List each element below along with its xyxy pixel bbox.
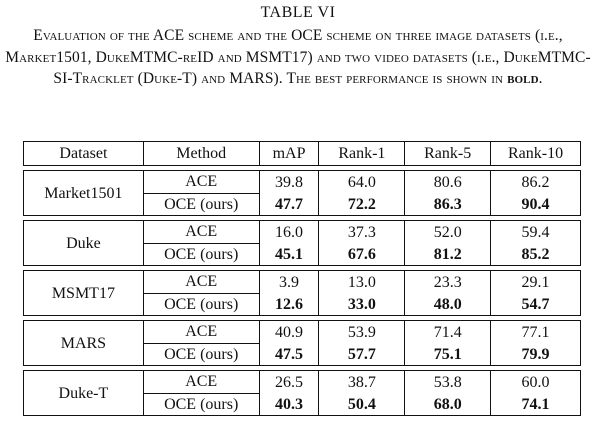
header-rank10: Rank-10	[490, 141, 581, 166]
table-row-msmt17-oce: OCE (ours) 12.6 33.0 48.0 54.7	[24, 292, 581, 316]
rank10-cell-best: 85.2	[490, 243, 581, 266]
header-dataset: Dataset	[23, 141, 144, 166]
table-row-msmt17-ace: MSMT17 ACE 3.9 13.0 23.3 29.1	[23, 270, 581, 316]
map-cell-best: 40.3	[258, 393, 320, 416]
table-row-duke-ace: Duke ACE 16.0 37.3 52.0 59.4	[23, 220, 581, 266]
results-table: Dataset Method mAP Rank-1 Rank-5 Rank-10…	[23, 141, 581, 416]
table-row-market1501-oce: OCE (ours) 47.7 72.2 86.3 90.4	[24, 192, 581, 216]
rank10-cell-best: 90.4	[490, 193, 581, 216]
map-cell: 40.9	[258, 320, 320, 343]
rank1-cell: 13.0	[318, 270, 406, 293]
dataset-cell-duke: Duke	[23, 220, 144, 266]
method-cell: OCE (ours)	[142, 242, 260, 266]
rank1-cell: 38.7	[318, 370, 406, 393]
header-rank5: Rank-5	[404, 141, 492, 166]
rank1-cell-best: 72.2	[318, 193, 406, 216]
table-row-market1501-ace: Market1501 ACE 39.8 64.0 80.6 86.2	[23, 170, 581, 216]
rank5-cell: 80.6	[404, 170, 492, 193]
rank5-cell-best: 81.2	[404, 243, 492, 266]
table-caption: Evaluation of the ACE scheme and the OCE…	[0, 25, 596, 90]
header-rank1: Rank-1	[318, 141, 406, 166]
rank10-cell: 77.1	[490, 320, 581, 343]
rank1-cell: 37.3	[318, 220, 406, 243]
rank1-cell-best: 33.0	[318, 293, 406, 316]
map-cell-best: 47.5	[258, 343, 320, 366]
method-cell: OCE (ours)	[142, 342, 260, 366]
map-cell-best: 12.6	[258, 293, 320, 316]
rank5-cell-best: 75.1	[404, 343, 492, 366]
method-cell: ACE	[142, 320, 260, 343]
rank5-cell: 52.0	[404, 220, 492, 243]
rank5-cell-best: 86.3	[404, 193, 492, 216]
rank1-cell: 64.0	[318, 170, 406, 193]
method-cell: ACE	[142, 270, 260, 293]
rank1-cell-best: 50.4	[318, 393, 406, 416]
rank5-cell-best: 48.0	[404, 293, 492, 316]
rank10-cell: 29.1	[490, 270, 581, 293]
rank5-cell: 71.4	[404, 320, 492, 343]
method-cell: OCE (ours)	[142, 192, 260, 216]
rank5-cell: 23.3	[404, 270, 492, 293]
table-row-duke-t-ace: Duke-T ACE 26.5 38.7 53.8 60.0	[23, 370, 581, 416]
rank1-cell: 53.9	[318, 320, 406, 343]
map-cell: 3.9	[258, 270, 320, 293]
map-cell: 26.5	[258, 370, 320, 393]
table-row-mars-ace: MARS ACE 40.9 53.9 71.4 77.1	[23, 320, 581, 366]
caption-end: .	[538, 70, 543, 87]
rank1-cell-best: 67.6	[318, 243, 406, 266]
dataset-cell-msmt17: MSMT17	[23, 270, 144, 316]
header-method: Method	[142, 141, 260, 166]
rank10-cell-best: 54.7	[490, 293, 581, 316]
table-row-duke-t-oce: OCE (ours) 40.3 50.4 68.0 74.1	[24, 392, 581, 416]
table-body: Market1501 ACE 39.8 64.0 80.6 86.2 OCE (…	[23, 166, 581, 416]
caption-bold-word: bold	[507, 70, 539, 87]
rank1-cell-best: 57.7	[318, 343, 406, 366]
table-row-mars-oce: OCE (ours) 47.5 57.7 75.1 79.9	[24, 342, 581, 366]
map-cell-best: 45.1	[258, 243, 320, 266]
map-cell: 39.8	[258, 170, 320, 193]
rank10-cell-best: 74.1	[490, 393, 581, 416]
table-row-duke-oce: OCE (ours) 45.1 67.6 81.2 85.2	[24, 242, 581, 266]
method-cell: OCE (ours)	[142, 292, 260, 316]
header-row: Dataset Method mAP Rank-1 Rank-5 Rank-10	[23, 141, 581, 166]
rank10-cell: 60.0	[490, 370, 581, 393]
dataset-cell-market1501: Market1501	[23, 170, 144, 216]
rank5-cell-best: 68.0	[404, 393, 492, 416]
header-map: mAP	[258, 141, 320, 166]
method-cell: OCE (ours)	[142, 392, 260, 416]
map-cell: 16.0	[258, 220, 320, 243]
dataset-cell-mars: MARS	[23, 320, 144, 366]
rank10-cell-best: 79.9	[490, 343, 581, 366]
method-cell: ACE	[142, 220, 260, 243]
dataset-cell-duke-t: Duke-T	[23, 370, 144, 416]
caption-text: Evaluation of the ACE scheme and the OCE…	[5, 27, 591, 87]
rank10-cell: 86.2	[490, 170, 581, 193]
map-cell-best: 47.7	[258, 193, 320, 216]
method-cell: ACE	[142, 370, 260, 393]
table-number: TABLE VI	[260, 4, 336, 21]
method-cell: ACE	[142, 170, 260, 193]
rank5-cell: 53.8	[404, 370, 492, 393]
rank10-cell: 59.4	[490, 220, 581, 243]
